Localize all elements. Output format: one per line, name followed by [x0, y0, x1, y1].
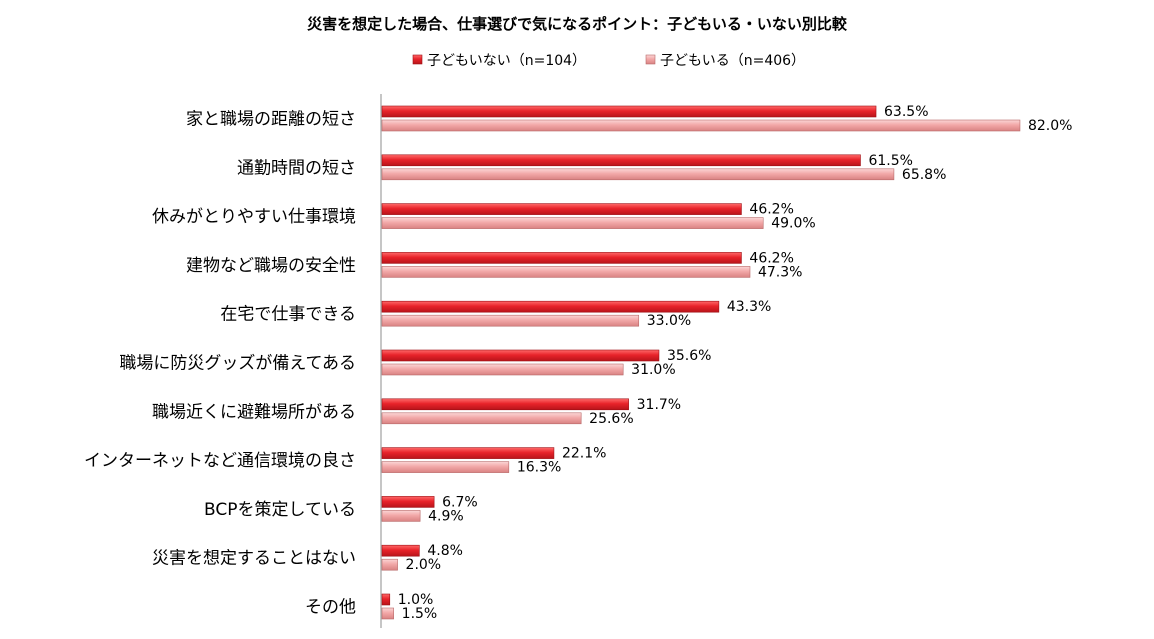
bar-no-children: [381, 593, 391, 606]
data-label: 82.0%: [1028, 118, 1072, 134]
data-label: 63.5%: [884, 104, 928, 120]
data-label: 6.7%: [442, 494, 478, 510]
category-label: 在宅で仕事できる: [220, 305, 356, 325]
chart-title: 災害を想定した場合、仕事選びで気になるポイント：子どもいる・いない別比較: [307, 15, 848, 33]
data-label: 2.0%: [406, 557, 442, 573]
category-label: 災害を想定することはない: [152, 549, 356, 569]
data-label: 4.9%: [428, 508, 464, 524]
bar-no-children: [381, 203, 742, 215]
bar-no-children: [381, 447, 555, 459]
bar-no-children: [381, 349, 660, 362]
bar-no-children: [381, 252, 742, 264]
data-label: 4.8%: [427, 543, 463, 559]
bar-no-children: [381, 105, 877, 118]
category-label: 職場に防災グッズが備えてある: [119, 354, 356, 374]
data-label: 35.6%: [667, 348, 711, 364]
category-label: 休みがとりやすい仕事環境: [152, 207, 356, 227]
bar-with-children: [381, 168, 895, 181]
category-label: インターネットなど通信環境の良さ: [84, 451, 356, 471]
category-label: BCPを策定している: [204, 500, 356, 520]
data-label: 47.3%: [758, 264, 802, 280]
bar-no-children: [381, 496, 435, 508]
category-label: 建物など職場の安全性: [186, 256, 356, 276]
bar-with-children: [381, 607, 394, 620]
data-label: 43.3%: [727, 299, 771, 315]
category-label: 通勤時間の短さ: [237, 158, 356, 178]
data-label: 49.0%: [771, 216, 815, 232]
data-label: 61.5%: [868, 153, 912, 169]
category-label: その他: [305, 598, 356, 618]
bar-no-children: [381, 544, 420, 557]
plot-area: 家と職場の距離の短さ 63.5% 82.0% 通勤時間の短さ 61.5%65.8% 休みが…: [84, 94, 1072, 628]
data-label: 22.1%: [562, 446, 606, 462]
bar-with-children: [381, 266, 751, 278]
bar-no-children: [381, 300, 720, 313]
bar-with-children: [381, 412, 582, 425]
bar-no-children: [381, 154, 861, 167]
bar-with-children: [381, 558, 398, 571]
bar-with-children: [381, 510, 421, 522]
legend-swatch: [645, 54, 656, 65]
category-label: 職場近くに避難場所がある: [152, 402, 356, 422]
bar-with-children: [381, 363, 624, 376]
legend-label: 子どもいる（n=406）: [660, 53, 805, 69]
bar-with-children: [381, 119, 1021, 132]
data-label: 31.7%: [637, 397, 681, 413]
data-label: 46.2%: [749, 250, 793, 266]
category-label: 家と職場の距離の短さ: [186, 110, 356, 130]
bar-with-children: [381, 461, 510, 473]
legend-label: 子どもいない（n=104）: [427, 53, 586, 69]
bar-with-children: [381, 314, 640, 327]
bar-no-children: [381, 398, 629, 411]
bar-with-children: [381, 217, 764, 229]
data-label: 46.2%: [749, 202, 793, 218]
data-label: 31.0%: [631, 362, 675, 378]
legend: 子どもいない（n=104） 子どもいる（n=406）: [412, 53, 805, 69]
data-label: 25.6%: [589, 411, 633, 427]
data-label: 1.0%: [398, 592, 434, 608]
data-label: 33.0%: [647, 313, 691, 329]
data-label: 16.3%: [517, 460, 561, 476]
data-label: 1.5%: [402, 606, 438, 622]
legend-swatch: [412, 54, 423, 65]
data-label: 65.8%: [902, 167, 946, 183]
